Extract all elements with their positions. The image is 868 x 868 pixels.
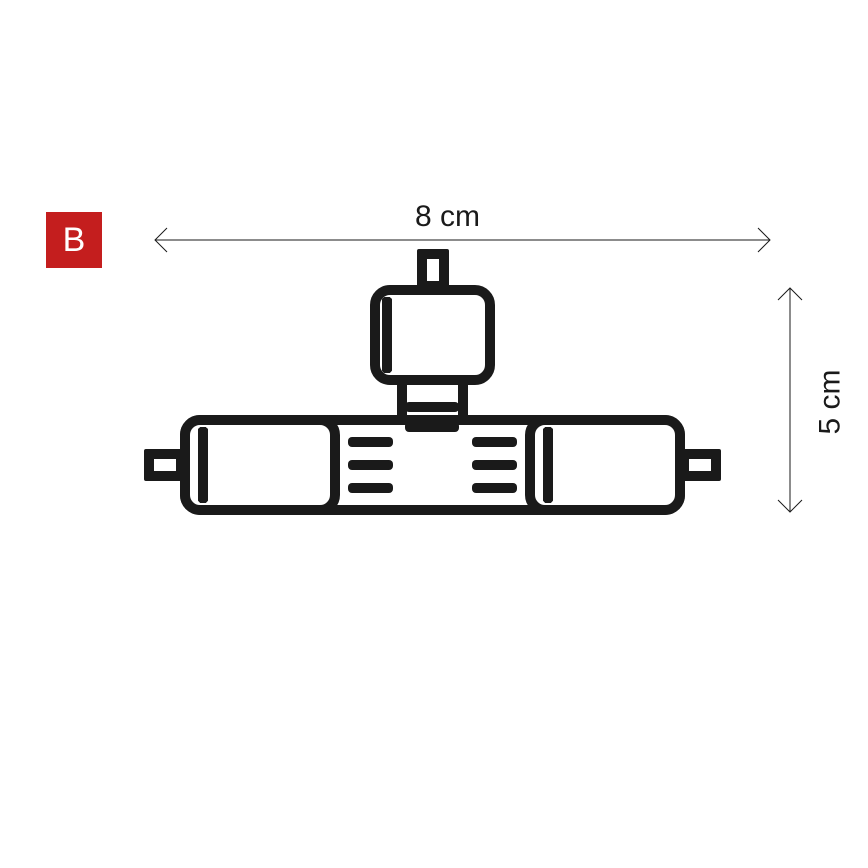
body-rib-right	[472, 483, 517, 493]
t-connector-figure	[140, 285, 725, 515]
body-rib-left	[348, 483, 393, 493]
neck-rib	[405, 422, 459, 432]
cable-stub-right	[679, 449, 721, 481]
body-rib-left	[348, 437, 393, 447]
left-grip-stripes	[198, 427, 322, 503]
neck-rib	[405, 402, 459, 412]
body-rib-right	[472, 460, 517, 470]
top-grip-stripes	[382, 297, 483, 373]
body-rib-right	[472, 437, 517, 447]
right-grip-stripes	[543, 427, 667, 503]
body-rib-left	[348, 460, 393, 470]
